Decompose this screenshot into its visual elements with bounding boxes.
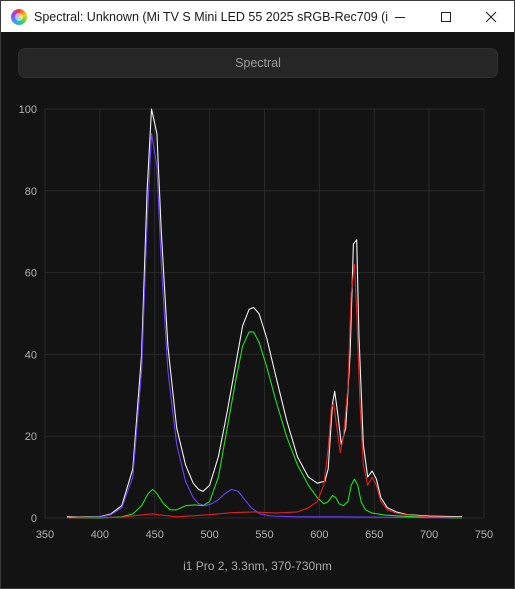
y-tick-label: 80 (25, 186, 37, 198)
minimize-icon (395, 16, 405, 18)
series-line-blue (66, 132, 463, 519)
series-line-red (66, 263, 463, 519)
minimize-button[interactable] (377, 1, 423, 32)
x-tick-label: 700 (420, 529, 438, 541)
y-tick-label: 40 (25, 349, 37, 361)
x-tick-label: 500 (200, 529, 218, 541)
window-content: Spectral 350 400 450 500 550 600 650 700 750 0 20 4… (1, 32, 514, 588)
window-title: Spectral: Unknown (Mi TV S Mini LED 55 2… (34, 9, 389, 24)
x-tick-label: 400 (91, 529, 109, 541)
spectral-button[interactable]: Spectral (18, 48, 498, 78)
y-tick-label: 0 (31, 513, 37, 525)
maximize-icon (441, 11, 451, 22)
maximize-button[interactable] (423, 1, 469, 32)
x-tick-label: 600 (310, 529, 328, 541)
x-tick-label: 450 (146, 529, 164, 541)
x-tick-label: 350 (36, 529, 54, 541)
y-tick-label: 20 (25, 431, 37, 443)
x-tick-label: 750 (475, 529, 493, 541)
x-tick-label: 550 (255, 529, 273, 541)
x-tick-label: 650 (365, 529, 383, 541)
close-icon (485, 11, 497, 22)
y-tick-label: 60 (25, 268, 37, 280)
series-line-white (66, 108, 463, 518)
y-tick-label: 100 (19, 104, 37, 116)
series-line-green (67, 331, 463, 519)
app-spectrum-icon (11, 8, 27, 25)
close-button[interactable] (468, 1, 514, 32)
spectral-chart: 350 400 450 500 550 600 650 700 750 0 20 40 60 80 100 (19, 104, 494, 541)
instrument-caption: i1 Pro 2, 3.3nm, 370-730nm (183, 559, 332, 573)
title-bar[interactable]: Spectral: Unknown (Mi TV S Mini LED 55 2… (1, 1, 514, 32)
